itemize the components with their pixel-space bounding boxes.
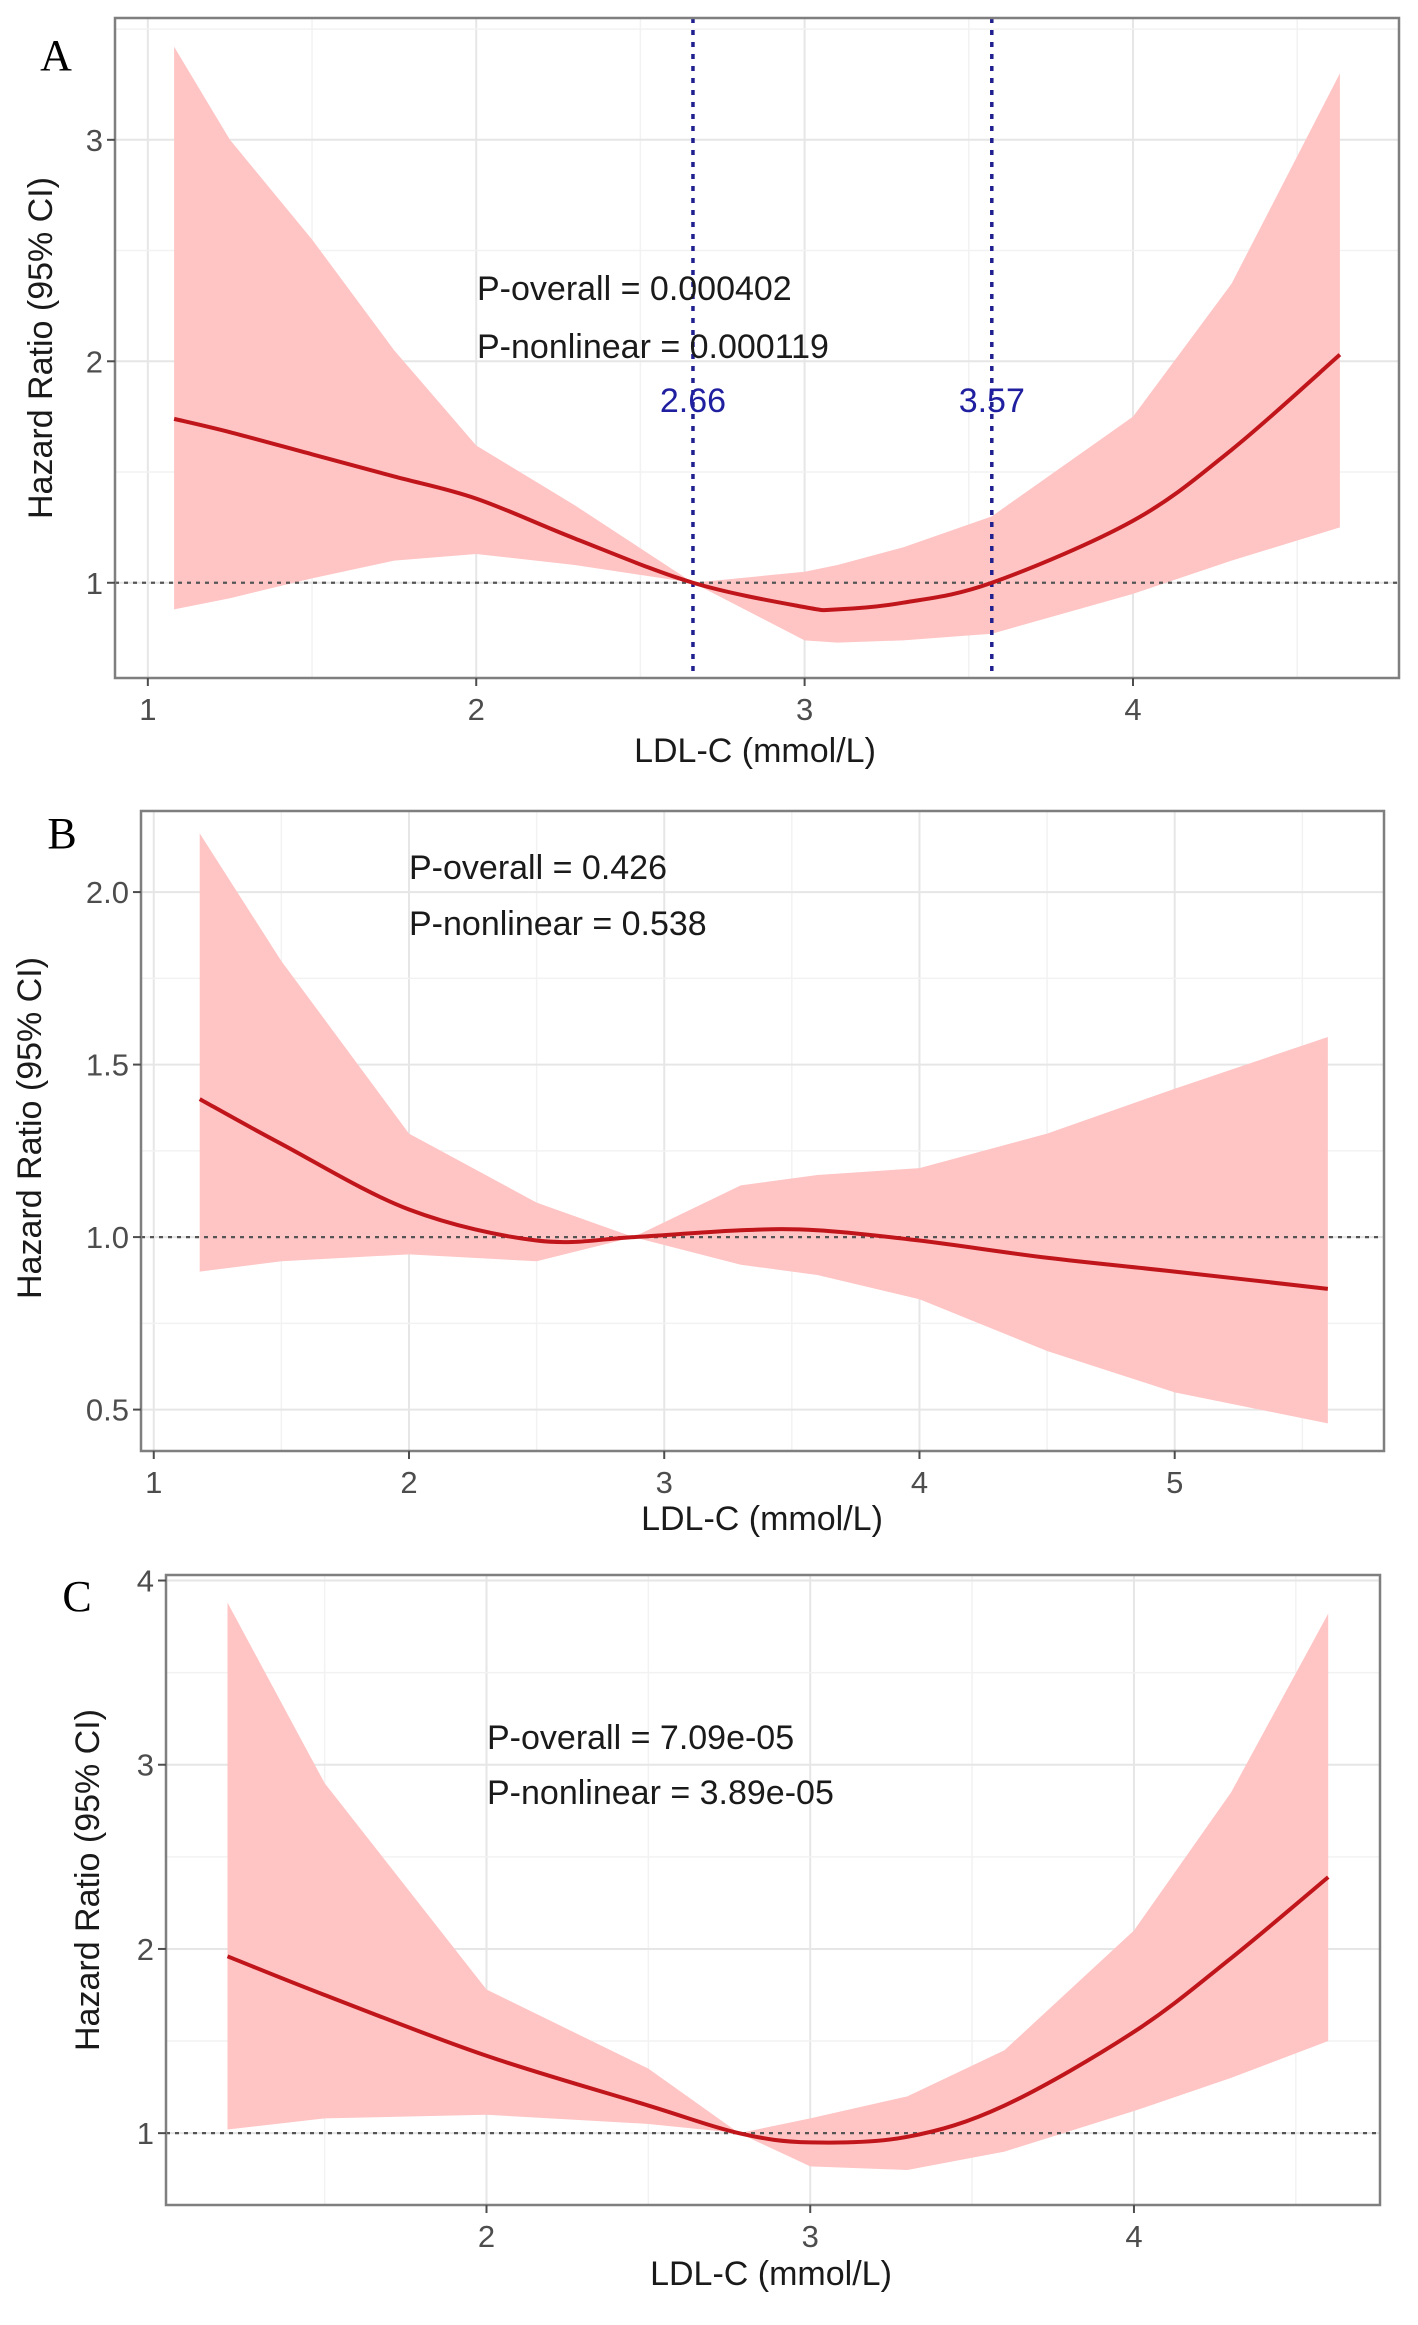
- x-tick-label: 3: [796, 692, 813, 727]
- plot-frame: [139, 809, 1386, 1453]
- x-tick-label: 1: [139, 692, 156, 727]
- p-nonlinear-annotation: P-nonlinear = 0.538: [409, 905, 707, 943]
- x-tick-label: 3: [802, 2219, 819, 2254]
- plot-frame: [164, 1573, 1382, 2207]
- x-axis-title: LDL-C (mmol/L): [634, 732, 876, 770]
- x-tick-label: 1: [145, 1465, 162, 1500]
- panel-label: A: [40, 31, 72, 80]
- hazard-ratio-line: [226, 1875, 1330, 2145]
- panel-B: 1 2 3 4 5 0.5 1.0 1.5 2.0 LDL-C (mmol/L) Hazard Ra…: [11, 809, 1386, 1538]
- panel-C: 2 3 4 1 2 3 4 LDL-C (mmol/L) Hazard Ratio (95% C…: [62, 1564, 1382, 2293]
- hazard-ratio-line: [173, 353, 1342, 613]
- y-tick-label: 2: [86, 344, 103, 379]
- confidence-band: [199, 833, 1328, 1424]
- cutpoint-label: 3.57: [959, 382, 1025, 420]
- y-axis-title: Hazard Ratio (95% CI): [11, 957, 49, 1299]
- y-tick-label: 1.0: [86, 1220, 129, 1255]
- y-tick-label: 0.5: [86, 1393, 129, 1428]
- y-tick-label: 4: [137, 1564, 154, 1599]
- p-overall-annotation: P-overall = 7.09e-05: [487, 1719, 794, 1757]
- p-overall-annotation: P-overall = 0.426: [409, 849, 667, 887]
- x-tick-label: 5: [1166, 1465, 1183, 1500]
- x-axis-title: LDL-C (mmol/L): [650, 2255, 892, 2293]
- x-tick-label: 2: [468, 692, 485, 727]
- x-tick-label: 4: [1124, 692, 1141, 727]
- plot-frame: [113, 16, 1401, 680]
- panel-label: C: [62, 1572, 91, 1621]
- y-tick-label: 3: [86, 123, 103, 158]
- cutpoint-label: 2.66: [660, 382, 726, 420]
- x-tick-label: 2: [400, 1465, 417, 1500]
- hazard-ratio-line: [198, 1097, 1329, 1291]
- y-tick-label: 1: [86, 566, 103, 601]
- p-overall-annotation: P-overall = 0.000402: [477, 270, 792, 308]
- p-nonlinear-annotation: P-nonlinear = 3.89e-05: [487, 1774, 834, 1812]
- x-tick-label: 4: [1125, 2219, 1142, 2254]
- p-nonlinear-annotation: P-nonlinear = 0.000119: [477, 328, 829, 366]
- panel-A: 2.66 3.57 1 2 3 4 1 2 3 LDL-C (mmol/L) Hazard Rati…: [22, 16, 1401, 770]
- y-tick-label: 1: [137, 2116, 154, 2151]
- x-tick-label: 4: [911, 1465, 928, 1500]
- y-tick-label: 2.0: [86, 875, 129, 910]
- y-tick-label: 1.5: [86, 1048, 129, 1083]
- y-axis-title: Hazard Ratio (95% CI): [22, 177, 60, 519]
- x-axis-title: LDL-C (mmol/L): [641, 1500, 883, 1538]
- x-tick-label: 3: [656, 1465, 673, 1500]
- y-axis-title: Hazard Ratio (95% CI): [69, 1709, 107, 2051]
- y-tick-label: 3: [137, 1748, 154, 1783]
- y-tick-label: 2: [137, 1932, 154, 1967]
- x-tick-label: 2: [478, 2219, 495, 2254]
- confidence-band: [227, 1602, 1329, 2170]
- panel-label: B: [47, 809, 76, 858]
